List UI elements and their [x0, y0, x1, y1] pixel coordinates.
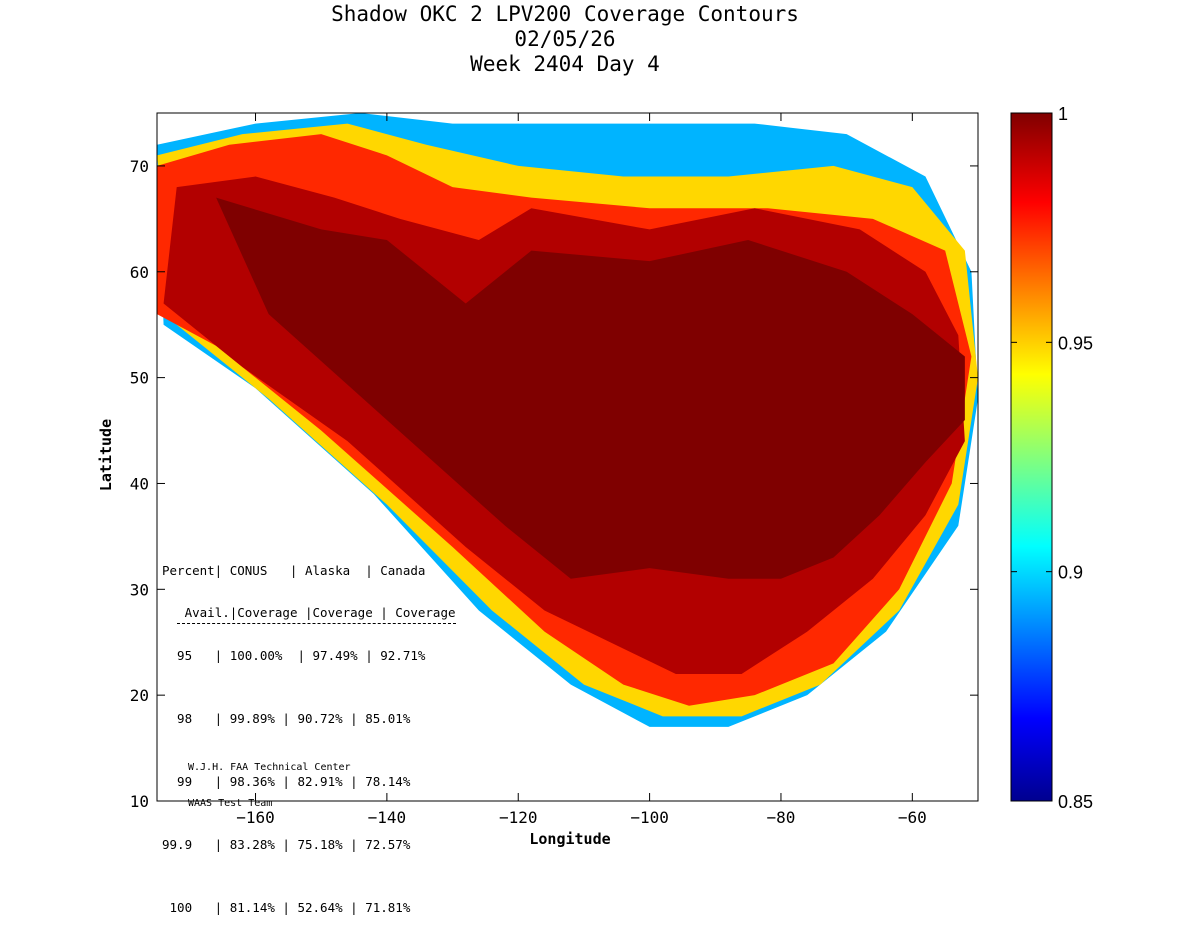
stats-header-1: Percent| CONUS | Alaska | Canada — [162, 563, 426, 578]
chart-title: Shadow OKC 2 LPV200 Coverage Contours — [331, 2, 799, 26]
colorbar-tick-label: 1 — [1058, 104, 1068, 124]
credit-line-1: W.J.H. FAA Technical Center — [188, 762, 351, 773]
y-tick-label: 70 — [130, 157, 149, 176]
stats-row: 95 | 100.00% | 97.49% | 92.71% — [162, 648, 426, 663]
x-tick-label: −140 — [368, 808, 407, 827]
plot-frame — [156, 112, 979, 802]
colorbar-ticks: 0.85 0.9 0.95 1 — [1011, 104, 1093, 812]
y-tick-label: 50 — [130, 369, 149, 388]
credit-note: W.J.H. FAA Technical Center WAAS Test Te… — [188, 738, 351, 822]
plot-area — [157, 113, 978, 727]
x-tick-label: −60 — [898, 808, 927, 827]
credit-line-2: WAAS Test Team — [188, 798, 273, 809]
coverage-map: −160 −140 −120 −100 −80 −60 10 20 30 40 50 60 70 Lon… — [97, 104, 1093, 848]
stats-header-2: Avail.|Coverage |Coverage | Coverage — [177, 602, 456, 624]
y-tick-label: 60 — [130, 263, 149, 282]
y-tick-label: 40 — [130, 474, 149, 493]
x-tick-label: −160 — [236, 808, 275, 827]
y-axis-title: Latitude — [97, 419, 115, 491]
axis-ticks: −160 −140 −120 −100 −80 −60 10 20 30 40 50 60 70 — [130, 113, 978, 827]
x-axis-title: Longitude — [529, 830, 610, 848]
stats-row: 98 | 99.89% | 90.72% | 85.01% — [162, 711, 411, 726]
y-tick-label: 10 — [130, 792, 149, 811]
chart-date: 02/05/26 — [514, 27, 616, 51]
y-tick-label: 20 — [130, 686, 149, 705]
colorbar — [1010, 112, 1053, 802]
colorbar-tick-label: 0.9 — [1058, 563, 1083, 583]
stats-row: 99 | 98.36% | 82.91% | 78.14% — [162, 774, 411, 789]
coverage-band-1 — [216, 197, 965, 579]
x-tick-label: −120 — [499, 808, 538, 827]
colorbar-tick-label: 0.95 — [1058, 333, 1093, 353]
x-tick-label: −80 — [767, 808, 796, 827]
x-tick-label: −100 — [630, 808, 669, 827]
colorbar-tick-label: 0.85 — [1058, 792, 1093, 812]
stats-row: 99.9 | 83.28% | 75.18% | 72.57% — [162, 837, 411, 852]
chart-week-day: Week 2404 Day 4 — [470, 52, 660, 76]
stats-row: 100 | 81.14% | 52.64% | 71.81% — [162, 900, 411, 915]
coverage-stats-table: Percent| CONUS | Alaska | Canada Avail.|… — [162, 518, 456, 939]
y-tick-label: 30 — [130, 580, 149, 599]
